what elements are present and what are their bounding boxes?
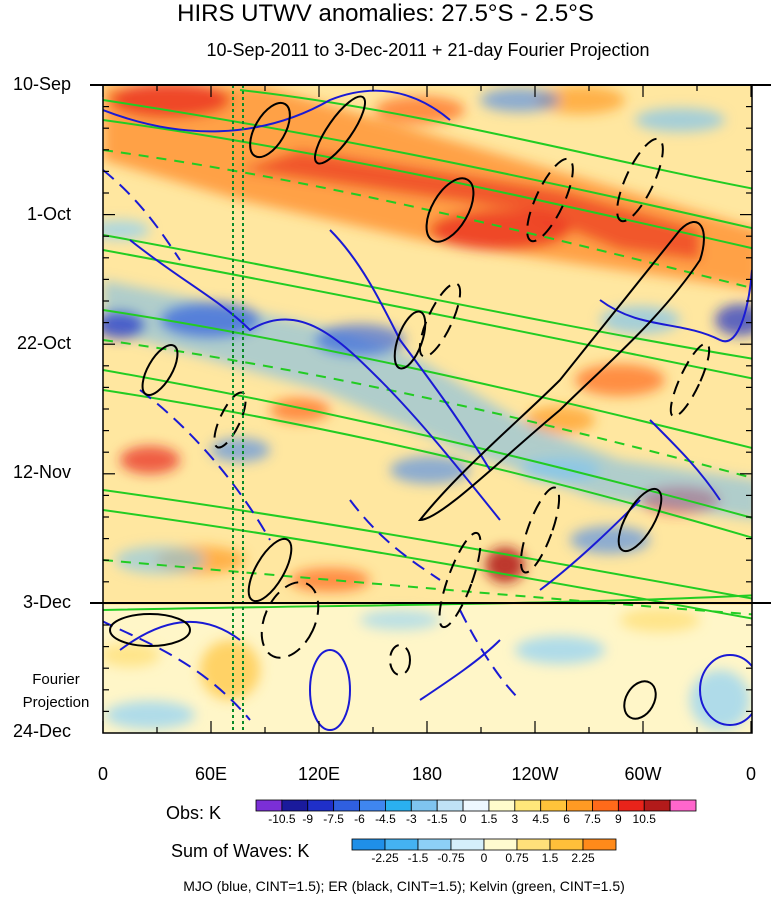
obs-colorbar-label: -1.5 — [426, 812, 448, 826]
obs-colorbar-swatch — [540, 799, 567, 812]
y-tick-label: 22-Oct — [16, 333, 71, 353]
waves-colorbar-swatch — [483, 838, 518, 851]
er-dashed — [213, 137, 711, 676]
waves-colorbar-swatch — [384, 838, 419, 851]
waves-colorbar-label: -0.75 — [437, 851, 465, 865]
x-tick-label: 120W — [511, 764, 559, 784]
x-tick-label: 0 — [745, 764, 757, 784]
chart-title: HIRS UTWV anomalies: 27.5°S - 2.5°S — [177, 0, 594, 27]
waves-colorbar-label: 0.75 — [505, 851, 529, 865]
waves-colorbar-title: Sum of Waves: K — [171, 841, 310, 861]
obs-colorbar-label: -4.5 — [375, 812, 396, 826]
y-tick-label: 24-Dec — [12, 721, 71, 741]
x-tick-label: 60E — [194, 764, 228, 784]
kelvin-dashed — [103, 149, 752, 616]
mjo-contours — [103, 89, 752, 731]
waves-colorbar-label: 2.25 — [571, 851, 595, 865]
anomaly-blobs — [103, 85, 752, 730]
obs-colorbar-label: -6 — [354, 812, 365, 826]
anomaly-field — [103, 85, 752, 733]
obs-colorbar-label: 7.5 — [584, 812, 601, 826]
waves-colorbar-swatch — [351, 838, 386, 851]
waves-colorbar-swatch — [450, 838, 485, 851]
waves-colorbar-label: -1.5 — [407, 851, 429, 865]
obs-colorbar-swatch — [333, 799, 360, 812]
obs-colorbar-swatch — [359, 799, 386, 812]
obs-colorbar-label: -3 — [405, 812, 417, 826]
obs-colorbar-label: 10.5 — [632, 812, 656, 826]
chart-subtitle: 10-Sep-2011 to 3-Dec-2011 + 21-day Fouri… — [206, 40, 650, 60]
projection-label-1: Fourier — [32, 671, 80, 688]
obs-colorbar-label: 9 — [615, 812, 622, 826]
obs-colorbar-label: -9 — [302, 812, 314, 826]
obs-colorbar-label: 0 — [459, 812, 467, 826]
obs-colorbar-label: -10.5 — [268, 812, 296, 826]
obs-colorbar-swatch — [255, 799, 283, 812]
obs-colorbar-label: 6 — [563, 812, 570, 826]
y-tick-label: 1-Oct — [26, 204, 71, 224]
er-contours — [109, 95, 705, 720]
obs-colorbar-swatch — [410, 799, 438, 812]
obs-colorbar-swatch — [643, 799, 671, 812]
projection-label-2: Projection — [22, 694, 90, 711]
waves-colorbar-swatch — [549, 838, 584, 851]
x-tick-label: 180 — [411, 764, 443, 784]
obs-colorbar-swatch — [514, 799, 542, 812]
waves-colorbar-label: 0 — [480, 851, 488, 865]
y-tick-label: 10-Sep — [12, 74, 71, 94]
y-tick-label: 12-Nov — [12, 462, 71, 482]
obs-colorbar-swatch — [566, 799, 593, 812]
obs-colorbar-title: Obs: K — [166, 803, 222, 823]
y-tick-label: 3-Dec — [22, 592, 71, 612]
mjo-dashed — [103, 169, 521, 721]
obs-colorbar-label: 3 — [511, 812, 519, 826]
obs-colorbar-swatch — [436, 799, 464, 812]
x-tick-label: 60W — [624, 764, 662, 784]
obs-colorbar-swatch — [307, 799, 335, 812]
obs-colorbar-label: 4.5 — [532, 812, 550, 826]
waves-colorbar-swatch — [582, 838, 617, 851]
contour-legend: MJO (blue, CINT=1.5); ER (black, CINT=1.… — [183, 878, 625, 894]
obs-colorbar-swatch — [281, 799, 309, 812]
obs-colorbar-label: 1.5 — [480, 812, 498, 826]
x-tick-label: 0 — [97, 764, 109, 784]
obs-colorbar-swatch — [617, 799, 645, 812]
obs-colorbar-swatch — [462, 799, 490, 812]
axis-ticks — [102, 84, 752, 733]
obs-colorbar-swatch — [385, 799, 412, 812]
waves-colorbar-label: -2.25 — [371, 851, 399, 865]
waves-colorbar-swatch — [417, 838, 452, 851]
obs-colorbar-swatch — [488, 799, 516, 812]
obs-colorbar-swatch — [592, 799, 619, 812]
obs-colorbar-swatch — [669, 799, 697, 812]
x-tick-label: 120E — [297, 764, 341, 784]
waves-colorbar-swatch — [516, 838, 551, 851]
obs-colorbar-label: -7.5 — [323, 812, 344, 826]
waves-colorbar-label: 1.5 — [541, 851, 559, 865]
